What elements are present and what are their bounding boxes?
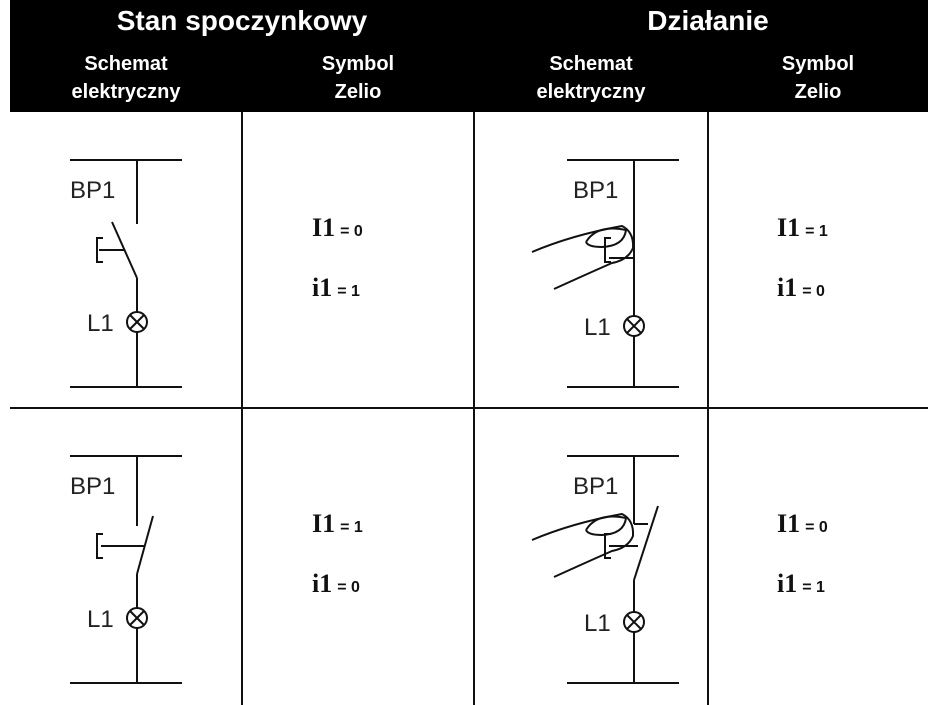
switch-label: BP1: [70, 473, 115, 500]
symbol-value: = 0: [337, 579, 360, 596]
lamp-label: L1: [87, 310, 114, 337]
symbol: i1 = 1: [312, 273, 360, 302]
finger: [531, 512, 635, 578]
symbol-name: i1: [777, 569, 797, 598]
symbol-value: = 1: [805, 223, 828, 240]
symbol-value: = 1: [340, 519, 363, 536]
switch-label: BP1: [70, 177, 115, 204]
finger-nail: [585, 515, 628, 537]
symbol-name: I1: [312, 213, 335, 242]
column-header: elektryczny: [72, 81, 182, 103]
symbol: I1 = 1: [777, 213, 828, 242]
symbol-value: = 0: [340, 223, 363, 240]
wire: [129, 610, 145, 626]
header-band: [10, 0, 928, 112]
switch-label: BP1: [573, 473, 618, 500]
button: [604, 237, 611, 263]
symbol-name: i1: [312, 273, 332, 302]
lamp-label: L1: [584, 610, 611, 637]
group-header: Działanie: [647, 5, 768, 36]
symbol-value: = 0: [802, 283, 825, 300]
symbol-name: I1: [777, 213, 800, 242]
column-header: Schemat: [84, 53, 168, 75]
wire: [626, 614, 642, 630]
group-header: Stan spoczynkowy: [117, 5, 368, 36]
symbol: i1 = 1: [777, 569, 825, 598]
column-header: Symbol: [322, 53, 394, 75]
symbol-name: i1: [777, 273, 797, 302]
symbol: I1 = 0: [777, 509, 828, 538]
symbol: I1 = 0: [312, 213, 363, 242]
finger-nail: [585, 227, 628, 249]
symbol-name: i1: [312, 569, 332, 598]
switch-label: BP1: [573, 177, 618, 204]
symbol-name: I1: [312, 509, 335, 538]
wire: [626, 318, 642, 334]
wire: [633, 505, 659, 581]
column-header: Schemat: [549, 53, 633, 75]
column-header: elektryczny: [537, 81, 647, 103]
button: [96, 533, 103, 559]
lamp-label: L1: [584, 314, 611, 341]
column-header: Zelio: [335, 81, 382, 103]
button: [96, 237, 103, 263]
symbol-value: = 1: [337, 283, 360, 300]
symbol: i1 = 0: [312, 569, 360, 598]
symbol: i1 = 0: [777, 273, 825, 302]
finger: [531, 224, 635, 290]
wire: [129, 314, 145, 330]
symbol-name: I1: [777, 509, 800, 538]
symbol-value: = 1: [802, 579, 825, 596]
symbol-value: = 0: [805, 519, 828, 536]
lamp-label: L1: [87, 606, 114, 633]
symbol: I1 = 1: [312, 509, 363, 538]
column-header: Symbol: [782, 53, 854, 75]
column-header: Zelio: [795, 81, 842, 103]
